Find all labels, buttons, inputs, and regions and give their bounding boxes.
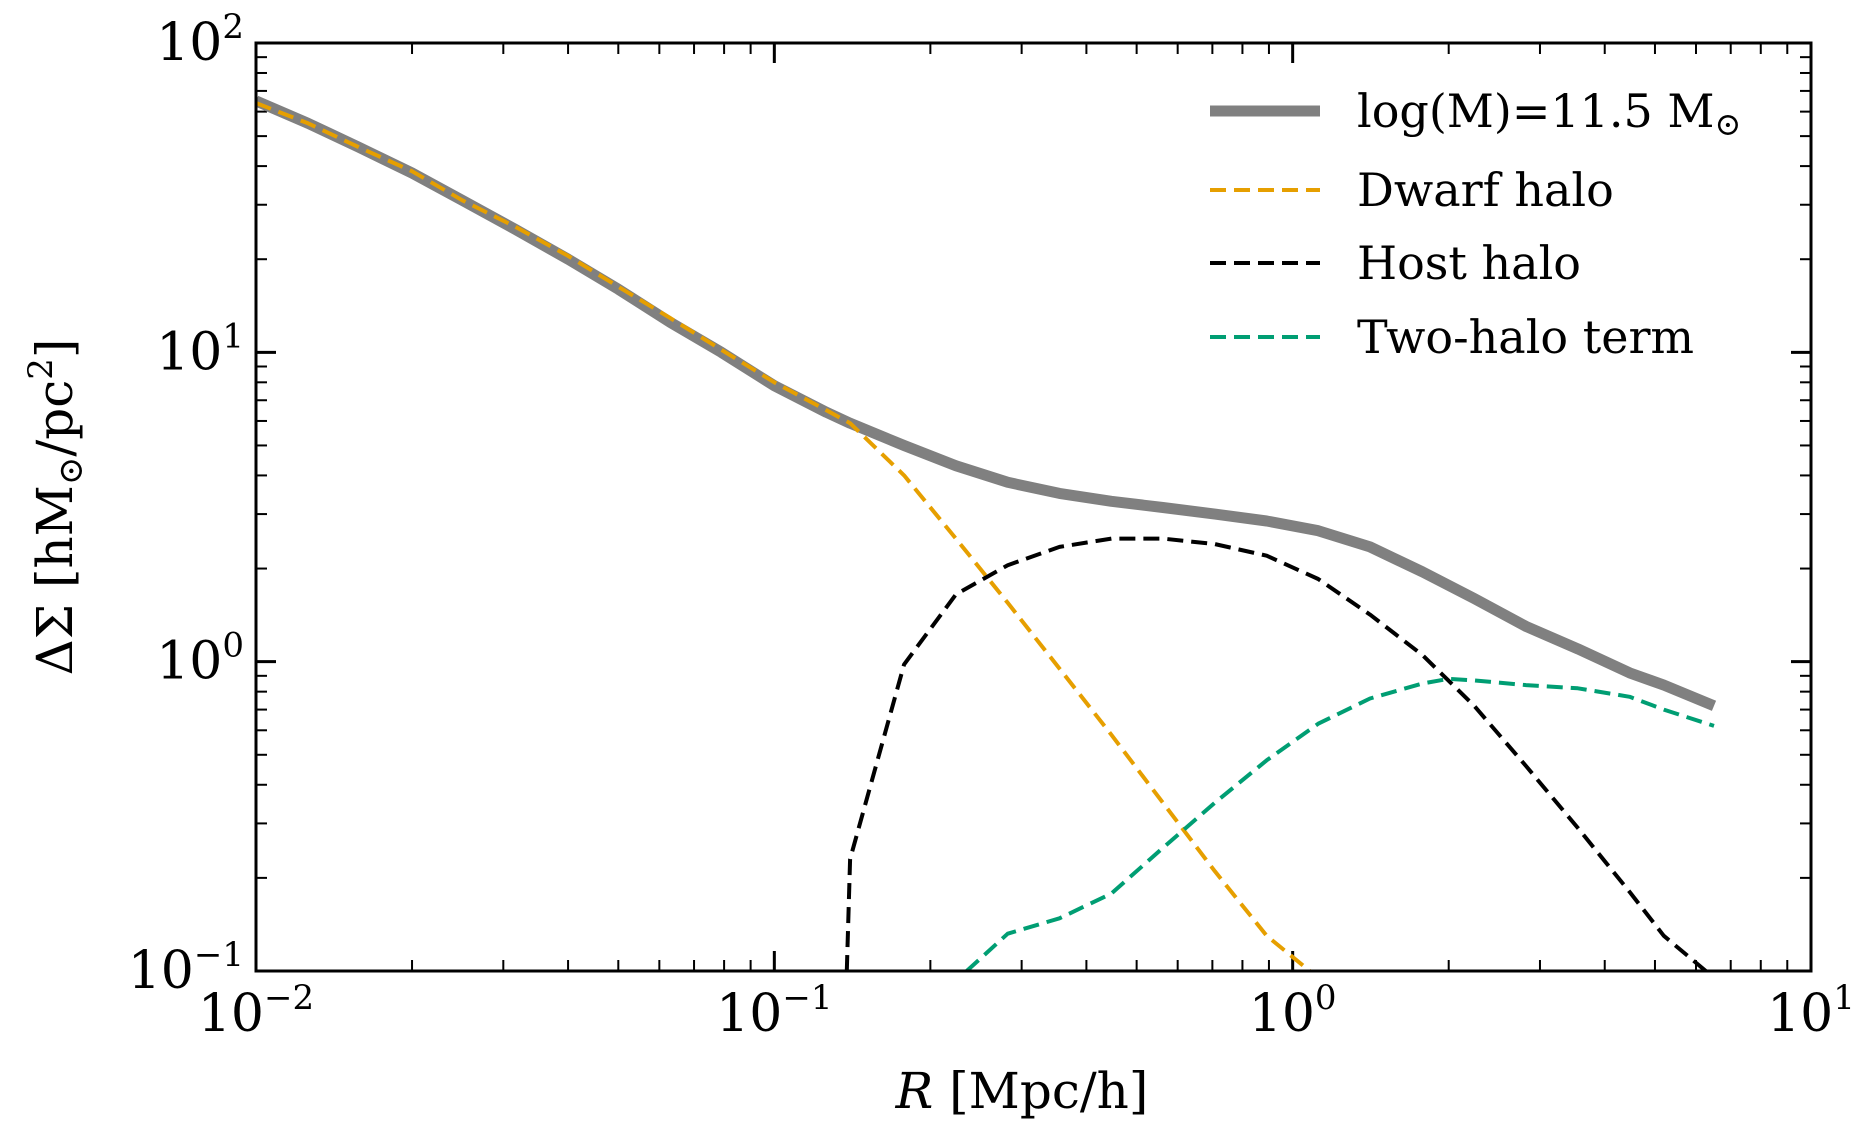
legend-label-total: log(M)=11.5 M⊙ xyxy=(1357,84,1741,143)
x-tick-label: 101 xyxy=(1767,978,1855,1044)
y-tick-label-base: 10 xyxy=(128,941,194,1001)
legend-label-total-text: log(M)=11.5 M xyxy=(1357,84,1715,138)
x-axis-label-italic: R xyxy=(895,1062,934,1120)
x-tick-label-exp: 1 xyxy=(1833,978,1855,1018)
x-tick-label-base: 10 xyxy=(1249,984,1315,1044)
x-tick-label: 10−1 xyxy=(716,978,832,1044)
y-tick-label-exp: 1 xyxy=(222,316,244,356)
minor-ticks xyxy=(256,43,1811,971)
y-tick-label-exp: 0 xyxy=(222,626,244,666)
legend-label-dwarf-halo: Dwarf halo xyxy=(1357,163,1614,217)
x-tick-label-base: 10 xyxy=(198,984,264,1044)
y-axis-label-base: ΔΣ [hM xyxy=(26,485,84,675)
y-tick-label: 10−1 xyxy=(128,935,244,1001)
x-axis-label: R [Mpc/h] xyxy=(895,1062,1149,1120)
y-tick-label: 102 xyxy=(156,7,244,73)
legend-label-two-halo-term: Two-halo term xyxy=(1357,310,1694,364)
y-tick-label-base: 10 xyxy=(156,322,222,382)
x-tick-labels: 10−2 10−1 100 101 xyxy=(198,978,1855,1044)
y-tick-label-base: 10 xyxy=(156,13,222,73)
y-tick-label-exp: −1 xyxy=(194,935,244,975)
plot-frame xyxy=(254,41,1813,973)
series-line-two-halo-term xyxy=(965,676,1715,971)
series-line-dwarf-halo xyxy=(256,101,1313,971)
legend-label-total-sub: ⊙ xyxy=(1715,105,1742,143)
y-axis-label: ΔΣ [hM⊙/pc2] xyxy=(21,339,91,676)
series-layer xyxy=(256,95,1717,971)
x-tick-label-base: 10 xyxy=(716,984,782,1044)
x-tick-label-exp: −1 xyxy=(782,978,832,1018)
legend-label-host-halo: Host halo xyxy=(1357,236,1581,290)
y-axis-label-end: ] xyxy=(26,339,84,359)
x-tick-label-exp: 0 xyxy=(1315,978,1337,1018)
x-tick-label-base: 10 xyxy=(1767,984,1833,1044)
x-tick-label: 100 xyxy=(1249,978,1337,1044)
y-axis-label-mid: /pc xyxy=(26,380,84,457)
y-tick-label: 101 xyxy=(156,316,244,382)
y-axis-label-sup: 2 xyxy=(21,358,61,380)
y-tick-label-base: 10 xyxy=(156,632,222,692)
x-tick-label-exp: −2 xyxy=(264,978,314,1018)
legend: log(M)=11.5 M⊙ Dwarf halo Host halo Two-… xyxy=(1210,84,1741,364)
y-tick-label: 100 xyxy=(156,626,244,692)
y-tick-label-exp: 2 xyxy=(222,7,244,47)
y-axis-label-sub: ⊙ xyxy=(51,457,91,486)
x-tick-label: 10−2 xyxy=(198,978,314,1044)
x-axis-label-rest: [Mpc/h] xyxy=(933,1062,1148,1120)
series-line-host-halo xyxy=(844,536,1709,971)
